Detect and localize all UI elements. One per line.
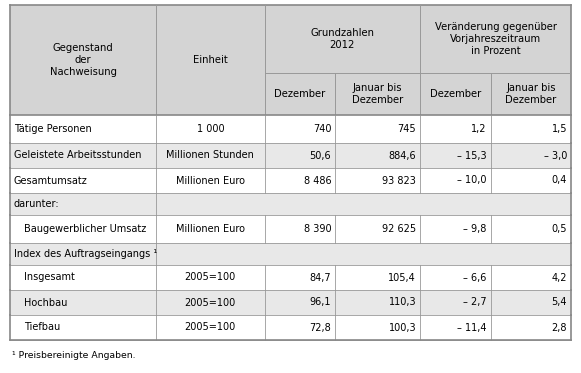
Text: Millionen Euro: Millionen Euro bbox=[176, 176, 245, 185]
Text: 1 000: 1 000 bbox=[196, 124, 224, 134]
Text: 100,3: 100,3 bbox=[389, 323, 416, 332]
Text: – 9,8: – 9,8 bbox=[464, 224, 487, 234]
Text: ¹ Preisbereinigte Angaben.: ¹ Preisbereinigte Angaben. bbox=[12, 351, 135, 360]
Text: 110,3: 110,3 bbox=[389, 298, 416, 307]
Text: Tätige Personen: Tätige Personen bbox=[14, 124, 92, 134]
Text: Gegenstand
der
Nachweisung: Gegenstand der Nachweisung bbox=[49, 43, 117, 76]
Text: 745: 745 bbox=[397, 124, 416, 134]
Text: 2005=100: 2005=100 bbox=[185, 298, 236, 307]
Text: Geleistete Arbeitsstunden: Geleistete Arbeitsstunden bbox=[14, 150, 142, 160]
Text: darunter:: darunter: bbox=[14, 199, 60, 209]
Text: Veränderung gegenüber
Vorjahreszeitraum
in Prozent: Veränderung gegenüber Vorjahreszeitraum … bbox=[435, 22, 557, 56]
Text: Grundzahlen
2012: Grundzahlen 2012 bbox=[310, 28, 374, 50]
Bar bbox=[10, 315, 571, 340]
Text: – 10,0: – 10,0 bbox=[457, 176, 487, 185]
Bar bbox=[10, 215, 571, 243]
Text: – 2,7: – 2,7 bbox=[463, 298, 487, 307]
Text: Januar bis
Dezember: Januar bis Dezember bbox=[505, 83, 557, 105]
Text: Insgesamt: Insgesamt bbox=[24, 273, 75, 282]
Text: – 6,6: – 6,6 bbox=[464, 273, 487, 282]
Text: 92 625: 92 625 bbox=[382, 224, 416, 234]
Text: 2005=100: 2005=100 bbox=[185, 273, 236, 282]
Text: – 11,4: – 11,4 bbox=[457, 323, 487, 332]
Text: 8 486: 8 486 bbox=[304, 176, 331, 185]
Text: – 3,0: – 3,0 bbox=[544, 150, 567, 160]
Text: Hochbau: Hochbau bbox=[24, 298, 67, 307]
Text: Januar bis
Dezember: Januar bis Dezember bbox=[352, 83, 403, 105]
Text: 4,2: 4,2 bbox=[551, 273, 567, 282]
Bar bbox=[10, 115, 571, 143]
Bar bbox=[10, 265, 571, 290]
Text: 884,6: 884,6 bbox=[389, 150, 416, 160]
Text: 93 823: 93 823 bbox=[382, 176, 416, 185]
Text: 1,5: 1,5 bbox=[551, 124, 567, 134]
Text: Tiefbau: Tiefbau bbox=[24, 323, 60, 332]
Text: Gesamtumsatz: Gesamtumsatz bbox=[14, 176, 88, 185]
Text: Einheit: Einheit bbox=[193, 55, 228, 65]
Text: Index des Auftragseingangs ¹: Index des Auftragseingangs ¹ bbox=[14, 249, 157, 259]
Bar bbox=[10, 290, 571, 315]
Text: 84,7: 84,7 bbox=[310, 273, 331, 282]
Text: 2,8: 2,8 bbox=[551, 323, 567, 332]
Text: 2005=100: 2005=100 bbox=[185, 323, 236, 332]
Bar bbox=[10, 168, 571, 193]
Text: 0,4: 0,4 bbox=[551, 176, 567, 185]
Text: Dezember: Dezember bbox=[430, 89, 481, 99]
Text: 72,8: 72,8 bbox=[310, 323, 331, 332]
Text: 0,5: 0,5 bbox=[551, 224, 567, 234]
Text: 1,2: 1,2 bbox=[471, 124, 487, 134]
Text: 96,1: 96,1 bbox=[310, 298, 331, 307]
Bar bbox=[10, 193, 571, 215]
Text: 8 390: 8 390 bbox=[304, 224, 331, 234]
Bar bbox=[10, 143, 571, 168]
Bar bbox=[10, 243, 571, 265]
Text: 5,4: 5,4 bbox=[551, 298, 567, 307]
Text: Dezember: Dezember bbox=[274, 89, 325, 99]
Text: 740: 740 bbox=[313, 124, 331, 134]
Text: 50,6: 50,6 bbox=[310, 150, 331, 160]
Text: Millionen Euro: Millionen Euro bbox=[176, 224, 245, 234]
Text: – 15,3: – 15,3 bbox=[457, 150, 487, 160]
Text: Baugewerblicher Umsatz: Baugewerblicher Umsatz bbox=[24, 224, 146, 234]
Text: 105,4: 105,4 bbox=[388, 273, 416, 282]
Bar bbox=[10, 5, 571, 115]
Text: Millionen Stunden: Millionen Stunden bbox=[166, 150, 254, 160]
